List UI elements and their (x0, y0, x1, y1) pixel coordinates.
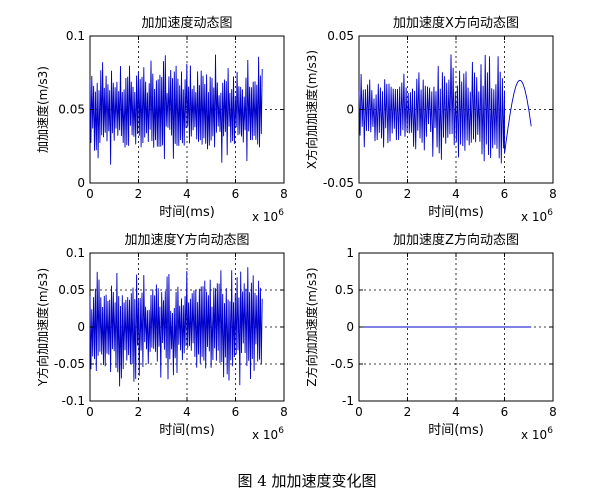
chart-title: 加加速度X方向动态图 (393, 15, 519, 31)
x-exponent-label: x 106 (521, 208, 553, 224)
x-tick-label: 6 (501, 187, 509, 201)
x-tick-label: 2 (135, 405, 143, 419)
x-tick-label: 0 (86, 187, 94, 201)
chart-title: 加加速度Y方向动态图 (125, 232, 250, 248)
y-tick-label: -0.05 (323, 176, 354, 190)
series-line (358, 54, 532, 164)
x-tick-label: 6 (232, 187, 240, 201)
x-tick-label: 4 (183, 405, 191, 419)
x-exponent-label: x 106 (521, 426, 553, 442)
y-axis-label: 加加速度(m/s3) (35, 66, 50, 153)
x-axis-label: 时间(ms) (428, 205, 484, 220)
x-tick-label: 8 (280, 187, 288, 201)
x-tick-label: 2 (404, 405, 412, 419)
chart-title: 加加速度Z方向动态图 (393, 232, 519, 248)
x-tick-label: 2 (404, 187, 412, 201)
x-tick-label: 8 (549, 187, 557, 201)
x-axis-label: 时间(ms) (428, 423, 484, 438)
y-tick-label: 0 (77, 320, 85, 334)
y-tick-label: 0.1 (66, 29, 85, 43)
series-line (89, 54, 263, 165)
y-tick-label: 0.1 (66, 246, 85, 260)
x-tick-label: 0 (86, 405, 94, 419)
x-tick-label: 8 (280, 405, 288, 419)
y-tick-label: 0.05 (327, 29, 354, 43)
figure-caption: 图 4 加加速度变化图 (237, 472, 377, 490)
y-axis-label: X方向加加速度(m/s3) (304, 50, 319, 169)
chart-title: 加加速度动态图 (141, 15, 232, 31)
y-tick-label: 0 (346, 320, 354, 334)
y-axis-label: Y方向加加速度(m/s3) (35, 268, 50, 387)
y-tick-label: 1 (346, 246, 354, 260)
x-tick-label: 0 (355, 405, 363, 419)
y-axis-label: Z方向加加速度(m/s3) (304, 267, 319, 386)
x-exponent-label: x 106 (252, 426, 284, 442)
y-tick-label: 0 (346, 103, 354, 117)
series-line (89, 267, 263, 387)
x-tick-label: 4 (452, 405, 460, 419)
y-tick-label: 0.5 (335, 283, 354, 297)
x-tick-label: 0 (355, 187, 363, 201)
y-tick-label: 0.05 (58, 103, 85, 117)
y-tick-label: -0.5 (331, 357, 354, 371)
x-axis-label: 时间(ms) (159, 205, 215, 220)
x-tick-label: 4 (452, 187, 460, 201)
x-tick-label: 8 (549, 405, 557, 419)
x-tick-label: 6 (501, 405, 509, 419)
x-tick-label: 2 (135, 187, 143, 201)
y-tick-label: -1 (342, 394, 354, 408)
y-tick-label: 0 (77, 176, 85, 190)
y-tick-label: -0.1 (62, 394, 85, 408)
x-exponent-label: x 106 (252, 208, 284, 224)
x-tick-label: 6 (232, 405, 240, 419)
y-tick-label: 0.05 (58, 283, 85, 297)
subplot-2: 0 2 4 6 8-0.0500.05加加速度X方向动态图时间(ms)X方向加加速度(m… (304, 15, 557, 224)
x-axis-label: 时间(ms) (159, 423, 215, 438)
x-tick-label: 4 (183, 187, 191, 201)
y-tick-label: -0.05 (54, 357, 85, 371)
